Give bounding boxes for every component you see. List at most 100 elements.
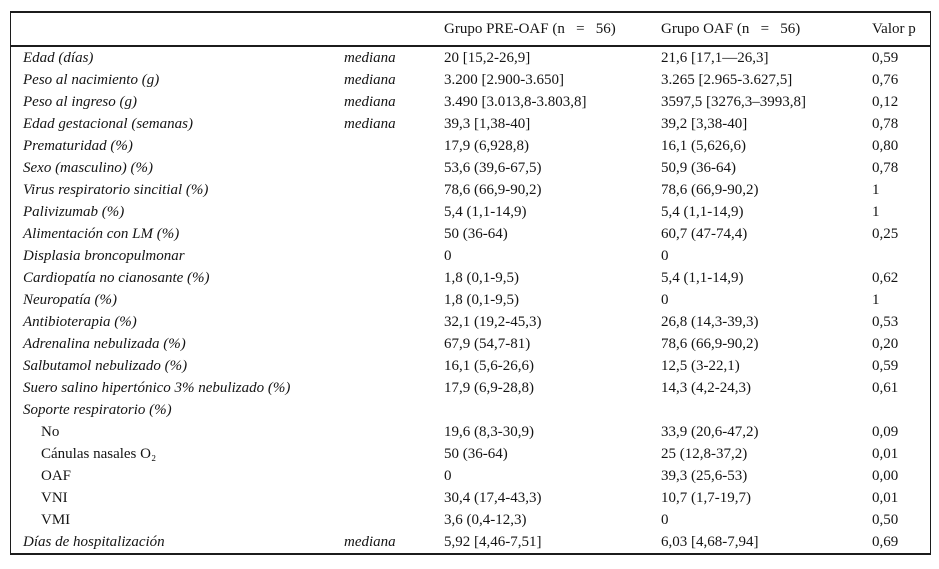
row-label: VNI xyxy=(41,490,68,506)
row-label: Edad gestacional (semanas) xyxy=(23,116,193,132)
p-value: 0,12 xyxy=(872,94,899,110)
oaf-value: 14,3 (4,2-24,3) xyxy=(661,380,751,396)
pre-oaf-value: 20 [15,2-26,9] xyxy=(444,50,531,66)
row-label: Sexo (masculino) (%) xyxy=(23,160,153,176)
stat-cell: mediana xyxy=(344,534,396,550)
table-row: Días de hospitalización mediana 5,92 [4,46… xyxy=(11,531,930,553)
stat-cell xyxy=(344,355,444,377)
table-header-row: Grupo PRE-OAF (n = 56) Grupo OAF (n = 56… xyxy=(11,13,930,47)
pre-oaf-value: 30,4 (17,4-43,3) xyxy=(444,490,542,506)
pre-oaf-value: 5,4 (1,1-14,9) xyxy=(444,204,527,220)
row-label: VMI xyxy=(41,512,71,528)
table-row: Palivizumab (%) 5,4 (1,1-14,9) 5,4 (1,1-14… xyxy=(11,201,930,223)
header-valor-p: Valor p xyxy=(872,21,916,37)
p-value: 0,53 xyxy=(872,314,899,330)
table-row: No 19,6 (8,3-30,9) 33,9 (20,6-47,2) 0,09 xyxy=(11,421,930,443)
oaf-value: 12,5 (3-22,1) xyxy=(661,358,740,374)
row-label: Peso al ingreso (g) xyxy=(23,94,138,110)
table-row: Displasia broncopulmonar 0 0 xyxy=(11,245,930,267)
oaf-value: 39,2 [3,38-40] xyxy=(661,116,748,132)
p-value: 0,20 xyxy=(872,336,899,352)
p-value: 0,59 xyxy=(872,358,899,374)
stat-cell xyxy=(344,509,444,531)
pre-oaf-value: 78,6 (66,9-90,2) xyxy=(444,182,542,198)
stat-cell: mediana xyxy=(344,116,396,132)
stat-cell xyxy=(344,157,444,179)
header-empty-label-col xyxy=(11,13,344,45)
oaf-value: 39,3 (25,6-53) xyxy=(661,468,748,484)
oaf-value: 6,03 [4,68-7,94] xyxy=(661,534,759,550)
table-row: Peso al ingreso (g) mediana 3.490 [3.013,8… xyxy=(11,91,930,113)
p-value: 0,61 xyxy=(872,380,899,396)
oaf-value: 10,7 (1,7-19,7) xyxy=(661,490,751,506)
stat-cell xyxy=(344,377,444,399)
table-row: Adrenalina nebulizada (%) 67,9 (54,7-81) 7… xyxy=(11,333,930,355)
row-label: Salbutamol nebulizado (%) xyxy=(23,358,188,374)
oaf-value: 0 xyxy=(661,248,669,264)
table-row: Cardiopatía no cianosante (%) 1,8 (0,1-9,… xyxy=(11,267,930,289)
stat-cell xyxy=(344,289,444,311)
oaf-value: 33,9 (20,6-47,2) xyxy=(661,424,759,440)
pre-oaf-value: 3.200 [2.900-3.650] xyxy=(444,72,564,88)
row-label: Alimentación con LM (%) xyxy=(23,226,180,242)
stat-cell xyxy=(344,201,444,223)
pre-oaf-value: 50 (36-64) xyxy=(444,226,508,242)
table-row: Suero salino hipertónico 3% nebulizado (… xyxy=(11,377,930,399)
pre-oaf-value: 17,9 (6,9-28,8) xyxy=(444,380,534,396)
row-label: Días de hospitalización xyxy=(23,534,165,550)
table-row: Edad (días) mediana 20 [15,2-26,9] 21,6 [17… xyxy=(11,47,930,69)
table-row: VMI 3,6 (0,4-12,3) 0 0,50 xyxy=(11,509,930,531)
stat-cell xyxy=(344,399,444,421)
pre-oaf-value: 50 (36-64) xyxy=(444,446,508,462)
stat-cell: mediana xyxy=(344,72,396,88)
pre-oaf-value: 19,6 (8,3-30,9) xyxy=(444,424,534,440)
p-value: 0,01 xyxy=(872,490,899,506)
stat-cell xyxy=(344,333,444,355)
stat-cell xyxy=(344,311,444,333)
table-body: Edad (días) mediana 20 [15,2-26,9] 21,6 [17… xyxy=(11,47,930,553)
p-value: 0,09 xyxy=(872,424,899,440)
pre-oaf-value: 5,92 [4,46-7,51] xyxy=(444,534,542,550)
stat-cell: mediana xyxy=(344,94,396,110)
header-group-pre-oaf: Grupo PRE-OAF (n = 56) xyxy=(444,21,616,37)
stat-cell xyxy=(344,245,444,267)
table-row: Soporte respiratorio (%) xyxy=(11,399,930,421)
row-label: Prematuridad (%) xyxy=(23,138,133,154)
row-label: Soporte respiratorio (%) xyxy=(23,402,172,418)
stat-cell xyxy=(344,465,444,487)
stat-cell xyxy=(344,267,444,289)
pre-oaf-value xyxy=(444,399,661,421)
row-label: Suero salino hipertónico 3% nebulizado (… xyxy=(23,380,291,396)
pre-oaf-value: 16,1 (5,6-26,6) xyxy=(444,358,534,374)
stat-cell xyxy=(344,135,444,157)
p-value: 0,80 xyxy=(872,138,899,154)
p-value xyxy=(872,245,930,267)
oaf-value: 16,1 (5,626,6) xyxy=(661,138,746,154)
table-row: VNI 30,4 (17,4-43,3) 10,7 (1,7-19,7) 0,01 xyxy=(11,487,930,509)
oaf-value xyxy=(661,399,872,421)
p-value: 1 xyxy=(872,292,880,308)
oaf-value: 5,4 (1,1-14,9) xyxy=(661,204,744,220)
table-row: Salbutamol nebulizado (%) 16,1 (5,6-26,6)… xyxy=(11,355,930,377)
pre-oaf-value: 3,6 (0,4-12,3) xyxy=(444,512,527,528)
p-value: 0,76 xyxy=(872,72,899,88)
p-value: 0,25 xyxy=(872,226,899,242)
oaf-value: 26,8 (14,3-39,3) xyxy=(661,314,759,330)
oaf-value: 5,4 (1,1-14,9) xyxy=(661,270,744,286)
table-row: Cánulas nasales O₂ 50 (36-64) 25 (12,8-37,… xyxy=(11,443,930,465)
oaf-value: 0 xyxy=(661,512,669,528)
row-label: Adrenalina nebulizada (%) xyxy=(23,336,186,352)
comparison-table: Grupo PRE-OAF (n = 56) Grupo OAF (n = 56… xyxy=(10,11,931,555)
table-row: OAF 0 39,3 (25,6-53) 0,00 xyxy=(11,465,930,487)
pre-oaf-value: 1,8 (0,1-9,5) xyxy=(444,292,519,308)
p-value: 0,78 xyxy=(872,116,899,132)
pre-oaf-value: 32,1 (19,2-45,3) xyxy=(444,314,542,330)
table-row: Virus respiratorio sincitial (%) 78,6 (66… xyxy=(11,179,930,201)
oaf-value: 21,6 [17,1—26,3] xyxy=(661,50,769,66)
p-value: 0,50 xyxy=(872,512,899,528)
pre-oaf-value: 0 xyxy=(444,468,452,484)
table-row: Edad gestacional (semanas) mediana 39,3 [1… xyxy=(11,113,930,135)
oaf-value: 3.265 [2.965-3.627,5] xyxy=(661,72,793,88)
row-label: Edad (días) xyxy=(23,50,94,66)
stat-cell xyxy=(344,487,444,509)
